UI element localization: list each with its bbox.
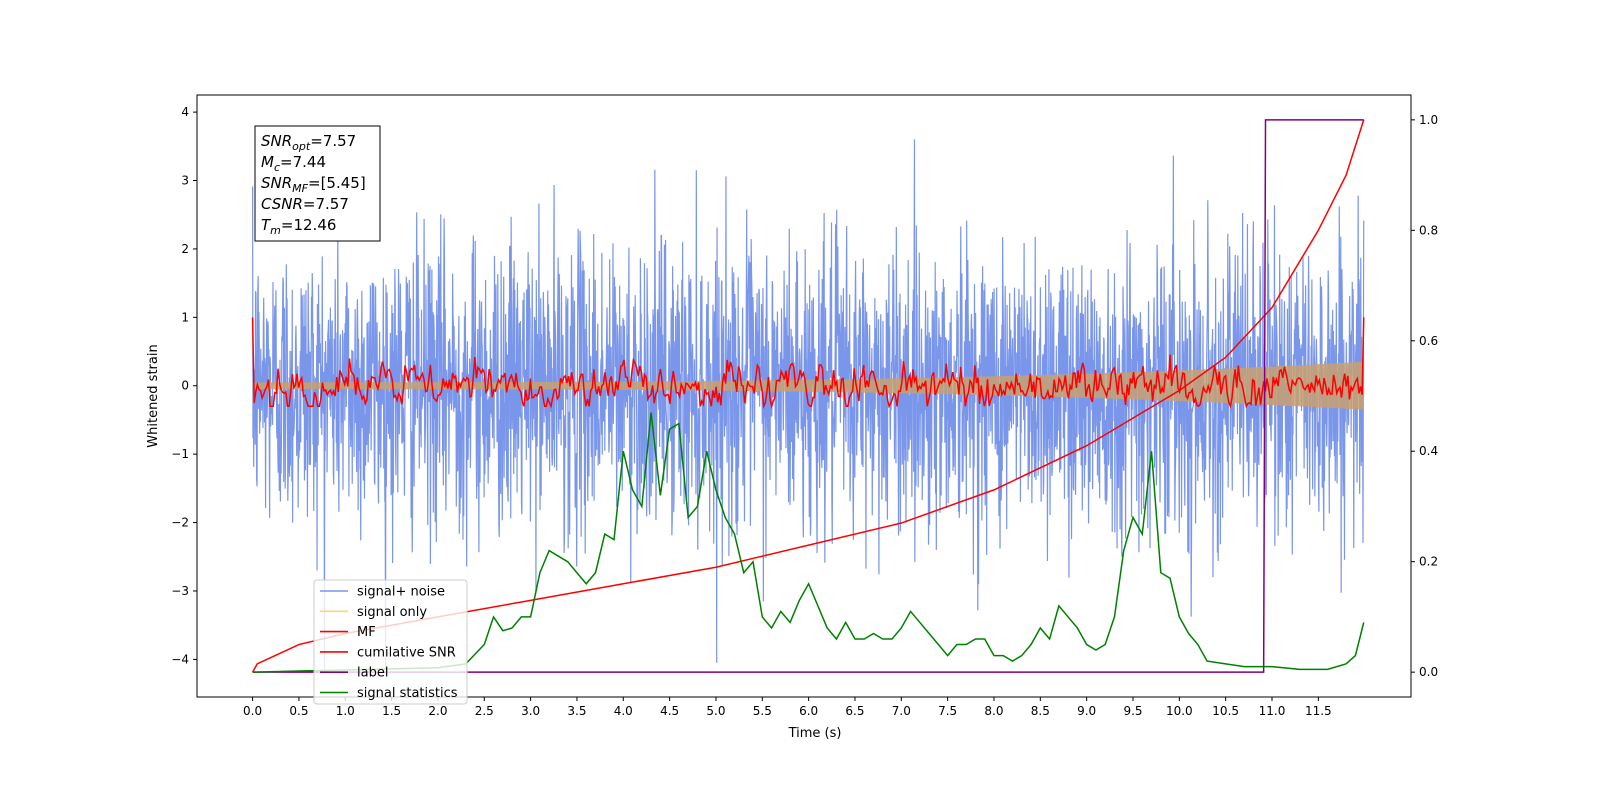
- annotation-symbol: M: [261, 153, 274, 171]
- x-axis-label: Time (s): [788, 726, 842, 741]
- x-axis: 0.0 0.5 1.0 1.5 2.0 2.5 3.0 3.5 4.0 4.5 5.0 5.5 6.0 6…: [243, 697, 1332, 718]
- annotation-line: SNRopt=7.57: [261, 132, 356, 153]
- annotation-subscript: opt: [292, 140, 311, 153]
- x-tick-label: 3.5: [567, 704, 586, 718]
- y-tick-label: 1: [181, 310, 189, 324]
- x-tick-label: 7.5: [938, 704, 957, 718]
- annotation-value: =7.44: [280, 153, 326, 171]
- annotation-symbol: CSNR: [261, 195, 303, 213]
- annotation-line: CSNR=7.57: [261, 195, 349, 213]
- y-tick-label: −4: [171, 652, 189, 666]
- y-tick-label: −2: [171, 516, 189, 530]
- annotation-value: =7.57: [303, 195, 349, 213]
- y-axis-right: 1.0 0.8 0.6 0.4 0.2 0.0: [1411, 113, 1438, 679]
- annotation-frame: [254, 125, 381, 242]
- annotation-line: SNRMF=[5.45]: [261, 174, 366, 195]
- plot-frame: [196, 94, 1412, 698]
- annotation-subscript: MF: [292, 182, 308, 195]
- series-signal-noise: [252, 139, 1365, 670]
- legend-frame: [313, 579, 468, 705]
- annotation-symbol: SNR: [261, 132, 292, 150]
- annotation-subscript: c: [274, 161, 280, 174]
- y-tick-label: 0: [181, 379, 189, 393]
- x-tick-label: 9.5: [1123, 704, 1142, 718]
- x-tick-label: 8.0: [984, 704, 1003, 718]
- y2-tick-label: 0.0: [1419, 665, 1438, 679]
- legend-entry: MF: [357, 625, 376, 640]
- annotation-value: =[5.45]: [308, 174, 366, 192]
- y2-tick-label: 0.4: [1419, 444, 1438, 458]
- x-tick-label: 0.5: [289, 704, 308, 718]
- x-tick-label: 7.0: [892, 704, 911, 718]
- annotation-symbol: SNR: [261, 174, 292, 192]
- x-tick-label: 10.0: [1166, 704, 1193, 718]
- legend-entry: cumilative SNR: [357, 645, 456, 660]
- x-tick-label: 1.5: [382, 704, 401, 718]
- y-tick-label: 4: [181, 105, 189, 119]
- annotation-line: Mc=7.44: [261, 153, 326, 174]
- annotation-value: =12.46: [281, 216, 337, 234]
- y-axis-label: Whitened strain: [146, 344, 161, 447]
- x-tick-label: 10.5: [1212, 704, 1239, 718]
- x-tick-label: 6.5: [845, 704, 864, 718]
- y-tick-label: −1: [171, 447, 189, 461]
- x-tick-label: 2.5: [475, 704, 494, 718]
- x-tick-label: 6.0: [799, 704, 818, 718]
- y-tick-label: 3: [181, 174, 189, 188]
- series-label: [252, 119, 1364, 673]
- annotation-symbol: T: [261, 216, 272, 234]
- x-tick-label: 11.5: [1305, 704, 1332, 718]
- annotation-line: Tm=12.46: [261, 216, 336, 237]
- x-tick-label: 0.0: [243, 704, 262, 718]
- legend-entry: label: [357, 666, 388, 681]
- y-tick-label: −3: [171, 584, 189, 598]
- x-tick-label: 4.0: [614, 704, 633, 718]
- x-tick-label: 11.0: [1259, 704, 1286, 718]
- x-tick-label: 2.0: [428, 704, 447, 718]
- series-signal-only: [252, 361, 1364, 410]
- y2-tick-label: 0.6: [1419, 334, 1438, 348]
- annotation-value: =7.57: [310, 132, 356, 150]
- x-tick-label: 4.5: [660, 704, 679, 718]
- y-tick-label: 2: [181, 242, 189, 256]
- x-tick-label: 5.0: [706, 704, 725, 718]
- annotation-box: SNRopt=7.57Mc=7.44SNRMF=[5.45]CSNR=7.57T…: [254, 125, 381, 242]
- x-tick-label: 3.0: [521, 704, 540, 718]
- y2-tick-label: 1.0: [1419, 113, 1438, 127]
- x-tick-label: 9.0: [1077, 704, 1096, 718]
- legend-entry: signal+ noise: [357, 585, 445, 600]
- y-axis-left: 4 3 2 1 0 −1 −2 −3 −4: [171, 105, 197, 666]
- legend-entry: signal only: [357, 605, 427, 620]
- x-tick-label: 8.5: [1031, 704, 1050, 718]
- legend-entry: signal statistics: [357, 686, 458, 701]
- x-tick-label: 5.5: [753, 704, 772, 718]
- x-tick-label: 1.0: [336, 704, 355, 718]
- series-mf: [251, 317, 1365, 410]
- y2-tick-label: 0.2: [1419, 555, 1438, 569]
- annotation-subscript: m: [270, 224, 281, 237]
- series-signal-statistics: [252, 412, 1365, 673]
- y2-tick-label: 0.8: [1419, 223, 1438, 237]
- legend: signal+ noise signal only MF cumilative SNR…: [313, 579, 468, 705]
